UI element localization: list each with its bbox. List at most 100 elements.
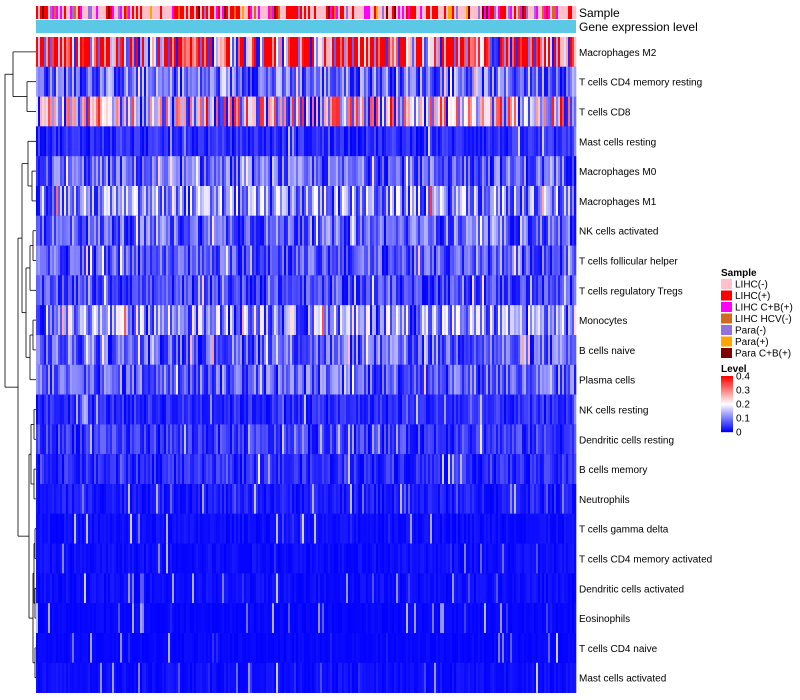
heatmap-cell [134,156,137,187]
heatmap-cell [554,126,557,157]
heatmap-cell [224,513,227,544]
heatmap-cell [460,245,463,276]
heatmap-cell [260,424,263,455]
heatmap-cell [274,335,277,366]
heatmap-cell [246,215,249,246]
heatmap-cell [384,424,387,455]
heatmap-cell [420,275,423,306]
heatmap-cell [156,275,159,306]
heatmap-cell [192,484,195,515]
heatmap-cell [468,126,471,157]
heatmap-cell [190,186,193,217]
heatmap-cell [350,245,353,276]
heatmap-cell [378,394,381,425]
heatmap-cell [182,305,185,336]
heatmap-cell [68,364,71,395]
heatmap-cell [494,275,497,306]
heatmap-cell [506,513,509,544]
heatmap-cell [208,66,211,97]
heatmap-cell [98,245,101,276]
heatmap-cell [476,394,479,425]
heatmap-cell [44,305,47,336]
heatmap-cell [220,454,223,485]
heatmap-cell [452,245,455,276]
heatmap-cell [516,156,519,187]
heatmap-cell [302,513,305,544]
heatmap-cell [232,156,235,187]
sample-annotation-cell [452,6,455,19]
heatmap-cell [116,126,119,157]
heatmap-cell [222,37,225,68]
heatmap-cell [36,37,39,68]
heatmap-cell [282,394,285,425]
heatmap-cell [138,424,141,455]
heatmap-cell [368,215,371,246]
heatmap-cell [86,484,89,515]
heatmap-cell [480,186,483,217]
heatmap-cell [394,37,397,68]
heatmap-cell [472,156,475,187]
heatmap-cell [148,275,151,306]
heatmap-cell [224,245,227,276]
heatmap-cell [176,484,179,515]
heatmap-cell [322,156,325,187]
heatmap-cell [492,186,495,217]
sample-annotation-cell [442,6,445,19]
heatmap-cell [188,394,191,425]
heatmap-cell [360,186,363,217]
heatmap-cell [182,424,185,455]
heatmap-cell [428,335,431,366]
heatmap-cell [182,484,185,515]
heatmap-cell [434,126,437,157]
heatmap-cell [186,275,189,306]
heatmap-cell [42,424,45,455]
heatmap-cell [300,156,303,187]
heatmap-cell [182,275,185,306]
heatmap-cell [496,484,499,515]
heatmap-cell [226,275,229,306]
heatmap-cell [274,305,277,336]
heatmap-cell [270,37,273,68]
heatmap-cell [206,37,209,68]
heatmap-cell [494,126,497,157]
heatmap-cell [274,156,277,187]
heatmap-cell [160,186,163,217]
heatmap-cell [396,66,399,97]
heatmap-cell [72,66,75,97]
heatmap-cell [236,156,239,187]
heatmap-cell [498,424,501,455]
heatmap-cell [206,275,209,306]
heatmap-cell [98,215,101,246]
heatmap-cell [212,364,215,395]
heatmap-cell [40,96,43,127]
heatmap-cell [398,186,401,217]
heatmap-cell [440,96,443,127]
heatmap-cell [202,186,205,217]
heatmap-cell [378,245,381,276]
heatmap-cell [242,215,245,246]
heatmap-cell [324,215,327,246]
heatmap-cell [458,126,461,157]
heatmap-cell [554,245,557,276]
heatmap-cell [82,245,85,276]
heatmap-cell [98,96,101,127]
heatmap-cell [260,156,263,187]
heatmap-cell [256,66,259,97]
heatmap-cell [314,305,317,336]
heatmap-cell [488,364,491,395]
heatmap-cell [126,335,129,366]
heatmap-cell [512,245,515,276]
heatmap-cell [92,484,95,515]
heatmap-cell [532,245,535,276]
heatmap-cell [440,484,443,515]
heatmap-cell [516,186,519,217]
heatmap-cell [68,484,71,515]
heatmap-cell [536,96,539,127]
heatmap-cell [142,215,145,246]
heatmap-cell [136,215,139,246]
heatmap-cell [318,186,321,217]
heatmap-cell [184,215,187,246]
heatmap-cell [294,364,297,395]
sample-annotation-cell [530,6,533,19]
heatmap-cell [134,186,137,217]
